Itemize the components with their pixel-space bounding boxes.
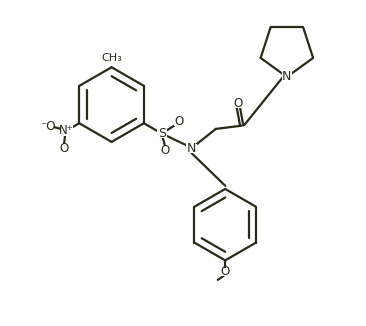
Bar (174, 117, 184, 126)
Text: ⁻O: ⁻O (40, 120, 56, 133)
Text: O: O (59, 141, 69, 155)
Bar (104, 53, 120, 63)
Bar (60, 125, 73, 136)
Bar (234, 99, 243, 109)
Text: S: S (158, 127, 166, 140)
Text: O: O (175, 115, 184, 128)
Text: N⁺: N⁺ (59, 124, 74, 137)
Text: N: N (282, 70, 292, 83)
Text: N: N (187, 142, 196, 155)
Bar (186, 144, 197, 153)
Bar (221, 268, 230, 276)
Text: O: O (234, 97, 243, 111)
Bar (161, 146, 170, 155)
Bar (42, 122, 54, 131)
Bar (157, 129, 167, 138)
Bar (282, 72, 292, 82)
Text: CH₃: CH₃ (101, 53, 122, 63)
Text: O: O (221, 265, 230, 278)
Bar (59, 143, 69, 153)
Text: O: O (161, 144, 170, 157)
